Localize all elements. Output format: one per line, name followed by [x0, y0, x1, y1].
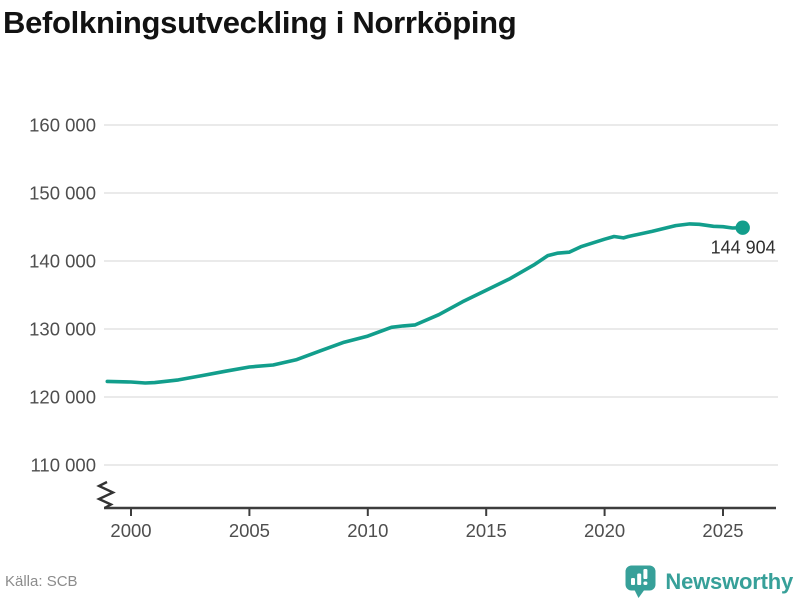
y-label-130000: 130 000: [29, 319, 96, 340]
chart-title: Befolkningsutveckling i Norrköping: [3, 5, 517, 40]
x-label-2000: 2000: [110, 520, 151, 541]
latest-point-dot: [735, 220, 750, 235]
source-note: Källa: SCB: [5, 573, 78, 590]
y-label-160000: 160 000: [29, 115, 96, 136]
x-label-2015: 2015: [466, 520, 507, 541]
y-label-110000: 110 000: [31, 455, 97, 476]
y-axis-labels: 160 000 150 000 140 000 130 000 120 000 …: [29, 115, 96, 476]
y-label-120000: 120 000: [29, 387, 96, 408]
y-label-140000: 140 000: [29, 251, 96, 272]
exclamation-dot-icon: [643, 581, 648, 585]
exclamation-bar-icon: [643, 569, 648, 579]
population-line: [105, 222, 745, 385]
latest-value-label: 144 904: [711, 238, 776, 258]
y-label-150000: 150 000: [29, 183, 96, 204]
bar-icon-tall: [637, 573, 642, 585]
x-axis-ticks: [130, 508, 724, 516]
x-label-2020: 2020: [584, 520, 625, 541]
x-label-2010: 2010: [347, 520, 388, 541]
x-label-2025: 2025: [702, 520, 743, 541]
newsworthy-wordmark: Newsworthy: [665, 569, 793, 594]
newsworthy-logo: Newsworthy: [625, 565, 793, 599]
axis-break-squiggle: [96, 480, 116, 510]
x-label-2005: 2005: [229, 520, 270, 541]
x-axis-labels: 2000 2005 2010 2015 2020 2025: [110, 520, 743, 541]
gridlines: [104, 124, 778, 466]
population-chart: 160 000 150 000 140 000 130 000 120 000 …: [29, 115, 778, 541]
bar-icon-short: [631, 578, 636, 585]
newsworthy-bubble-icon: [625, 565, 656, 598]
